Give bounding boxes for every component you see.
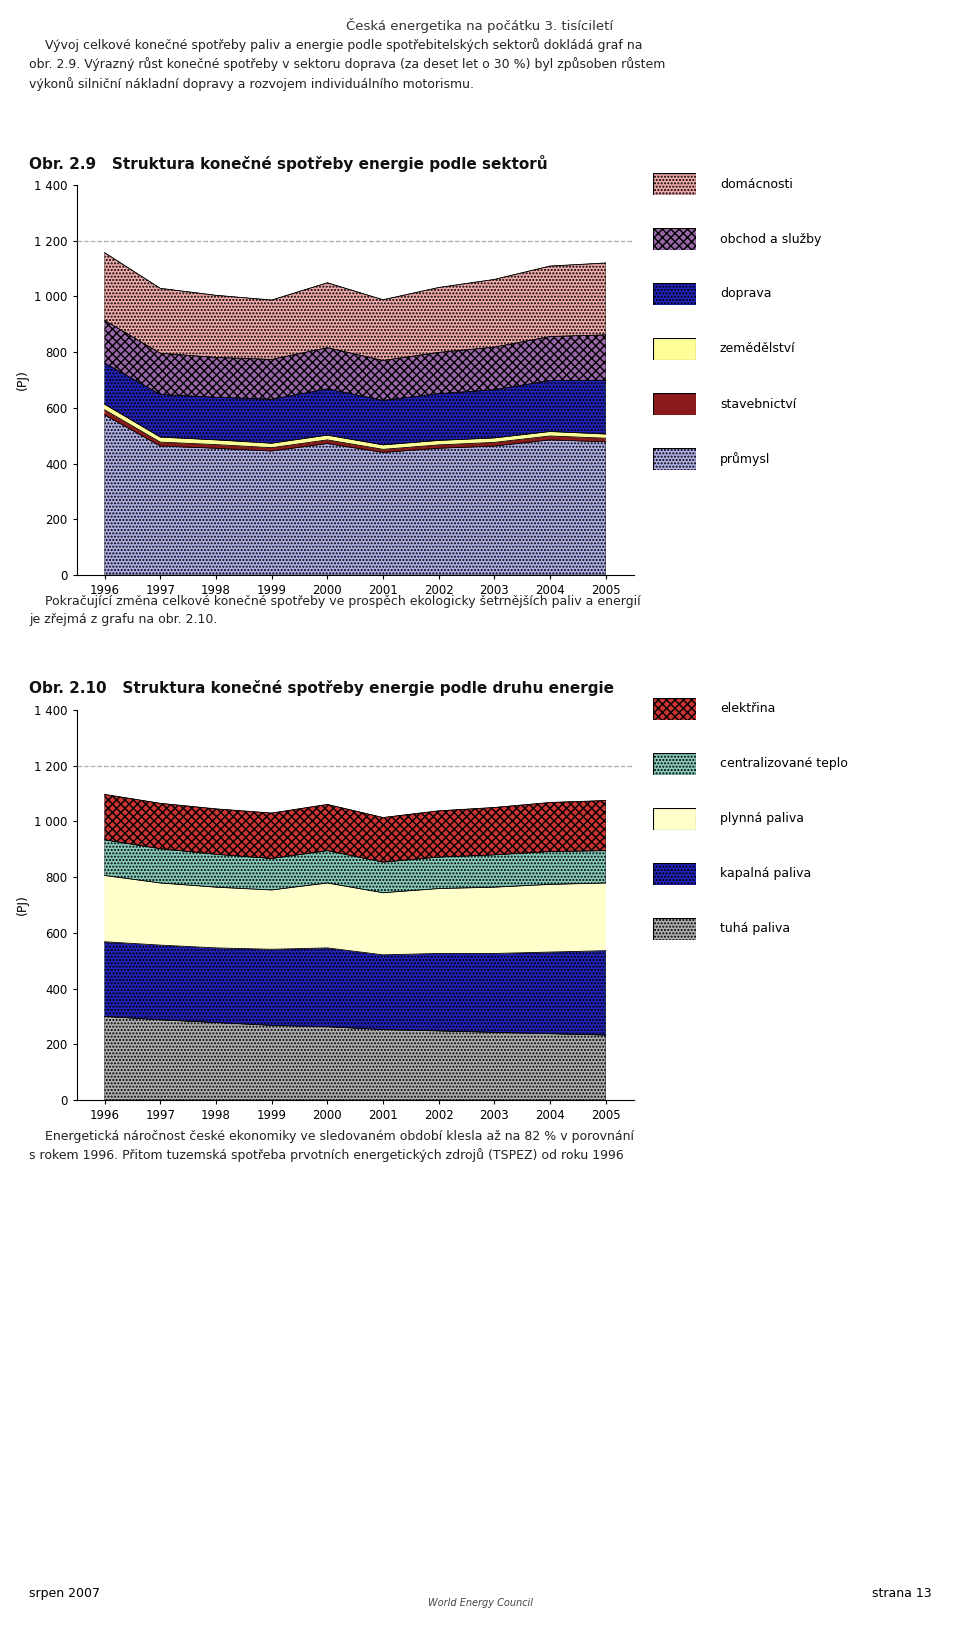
Text: srpen 2007: srpen 2007	[29, 1588, 100, 1601]
Text: Vývoj celkové konečné spotřeby paliv a energie podle spotřebitelských sektorů do: Vývoj celkové konečné spotřeby paliv a e…	[29, 37, 665, 91]
Text: doprava: doprava	[720, 287, 772, 300]
Text: Obr. 2.10   Struktura konečné spotřeby energie podle druhu energie: Obr. 2.10 Struktura konečné spotřeby ene…	[29, 680, 613, 696]
Text: elektřina: elektřina	[720, 703, 776, 716]
Text: průmysl: průmysl	[720, 452, 770, 466]
Text: stavebnictví: stavebnictví	[720, 398, 796, 411]
Text: Obr. 2.9   Struktura konečné spotřeby energie podle sektorů: Obr. 2.9 Struktura konečné spotřeby ener…	[29, 155, 547, 173]
Y-axis label: (PJ): (PJ)	[15, 370, 29, 391]
Text: zemědělství: zemědělství	[720, 342, 796, 355]
Text: strana 13: strana 13	[872, 1588, 931, 1601]
Text: domácnosti: domácnosti	[720, 178, 793, 191]
Text: tuhá paliva: tuhá paliva	[720, 923, 790, 936]
Text: obchod a služby: obchod a služby	[720, 233, 822, 246]
Text: World Energy Council: World Energy Council	[427, 1597, 533, 1609]
Text: centralizované teplo: centralizované teplo	[720, 758, 848, 771]
Text: kapalná paliva: kapalná paliva	[720, 867, 811, 880]
Text: Pokračující změna celkové konečné spotřeby ve prospěch ekologicky šetrnějších pa: Pokračující změna celkové konečné spotře…	[29, 595, 640, 626]
Y-axis label: (PJ): (PJ)	[15, 895, 29, 916]
Text: Česká energetika na počátku 3. tisíciletí: Česká energetika na počátku 3. tisícilet…	[347, 18, 613, 33]
Text: Energetická náročnost české ekonomiky ve sledovaném období klesla až na 82 % v p: Energetická náročnost české ekonomiky ve…	[29, 1130, 634, 1162]
Text: plynná paliva: plynná paliva	[720, 812, 804, 825]
